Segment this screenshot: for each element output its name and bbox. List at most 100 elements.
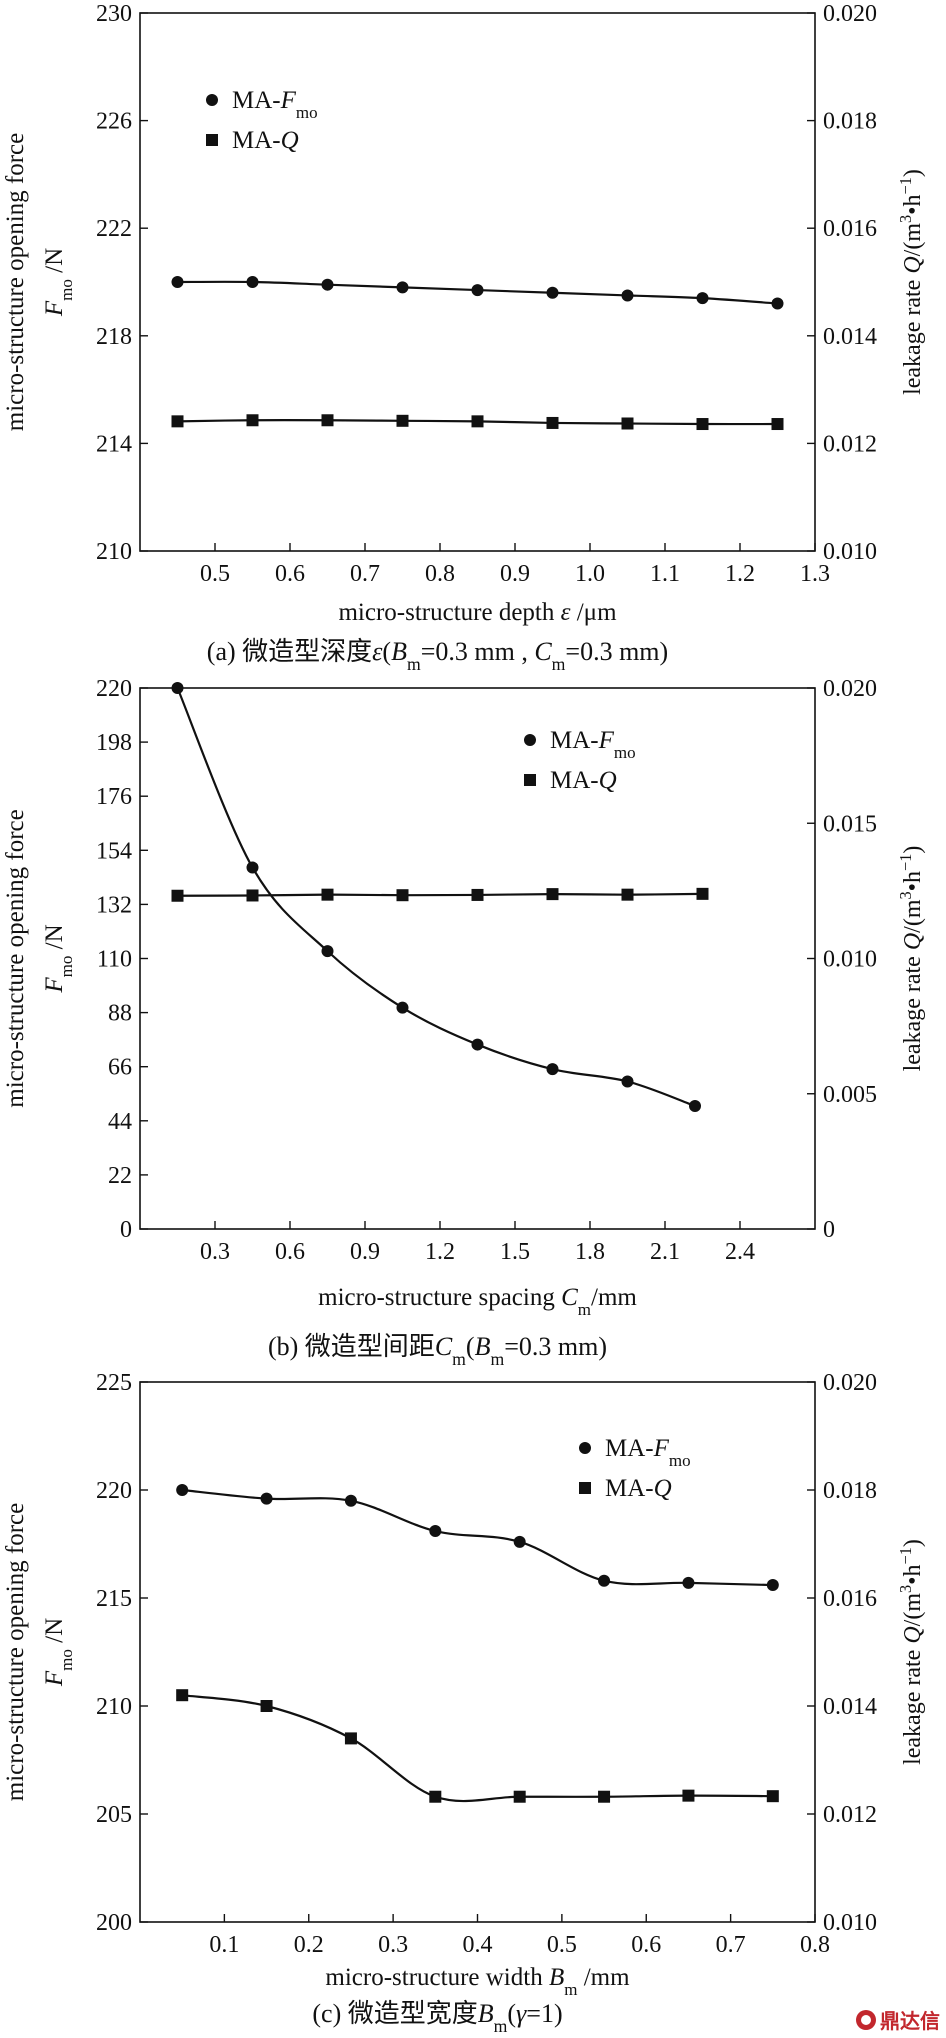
x-tick-label: 2.1 (650, 1239, 680, 1265)
data-point-q (176, 1689, 189, 1702)
x-tick-label: 0.7 (350, 561, 380, 587)
y-right-tick-label: 0.016 (823, 216, 877, 242)
y-right-axis-label: leakage rate Q/(m3•h−1) (896, 846, 927, 1072)
legend-label-fmo: MA-Fmo (605, 1435, 691, 1470)
y-left-tick-label: 22 (108, 1163, 132, 1189)
x-tick-label: 0.1 (209, 1932, 239, 1958)
x-tick-label: 1.2 (425, 1239, 455, 1265)
data-point-q (513, 1790, 526, 1803)
y-left-tick-label: 0 (120, 1217, 132, 1243)
data-point-fmo (471, 1038, 484, 1051)
y-left-tick-label: 210 (96, 1694, 132, 1720)
y-right-tick-label: 0.012 (823, 1802, 877, 1828)
legend-label-fmo: MA-Fmo (550, 727, 636, 762)
y-left-tick-label: 205 (96, 1802, 132, 1828)
data-point-fmo (246, 861, 259, 874)
y-right-tick-label: 0.018 (823, 109, 877, 135)
legend-label-q: MA-Q (550, 767, 617, 794)
data-point-fmo (696, 292, 709, 305)
y-left-tick-label: 176 (96, 784, 132, 810)
legend-label-fmo: MA-Fmo (232, 87, 318, 122)
data-point-fmo (321, 945, 334, 958)
plot-frame (139, 687, 816, 1230)
y-left-tick-label: 220 (96, 676, 132, 702)
data-point-fmo (321, 278, 334, 291)
data-point-fmo (598, 1574, 611, 1587)
panel-caption: (c) 微造型宽度Bm(γ=1) (312, 1999, 562, 2036)
data-point-q (471, 415, 484, 428)
chart-panel-3: 0.1 0.2 0.3 0.4 0.5 0.6 0.7 0.8 200 205 210 215 220 2… (2, 1370, 926, 2036)
data-point-q (598, 1790, 611, 1803)
data-point-q (344, 1732, 357, 1745)
legend: MA-Fmo MA-Q (579, 1435, 691, 1502)
y-left-tick-label: 226 (96, 109, 132, 135)
x-tick-label: 2.4 (725, 1239, 755, 1265)
y-left-axis-label-line2: Fmo /N (41, 1618, 76, 1687)
y-left-axis-label-line1: micro-structure opening force (2, 1503, 29, 1802)
data-point-fmo (766, 1579, 779, 1592)
watermark: 鼎达信 (856, 2005, 940, 2034)
y-left-tick-label: 66 (108, 1055, 132, 1081)
data-point-fmo (546, 286, 559, 299)
y-right-axis-label: leakage rate Q/(m3•h−1) (896, 1539, 927, 1765)
x-tick-label: 0.6 (275, 1239, 305, 1265)
y-right-tick-label: 0.012 (823, 431, 877, 457)
legend-marker-fmo (579, 1442, 591, 1454)
y-left-tick-label: 88 (108, 1001, 132, 1027)
y-right-tick-label: 0.016 (823, 1586, 877, 1612)
panel-caption: (b) 微造型间距Cm(Bm=0.3 mm) (268, 1332, 607, 1369)
data-point-q (396, 889, 409, 902)
x-tick-label: 0.3 (200, 1239, 230, 1265)
y-right-tick-label: 0.014 (823, 1694, 877, 1720)
legend-marker-q (524, 774, 536, 786)
y-right-tick-label: 0.020 (823, 1370, 877, 1396)
y-left-tick-label: 225 (96, 1370, 132, 1396)
y-left-tick-label: 110 (97, 947, 132, 973)
legend-label-q: MA-Q (605, 1475, 672, 1502)
x-tick-label: 0.9 (500, 561, 530, 587)
y-left-tick-label: 222 (96, 216, 132, 242)
data-point-fmo (396, 281, 409, 294)
data-point-q (621, 417, 634, 430)
data-point-q (471, 888, 484, 901)
y-right-tick-label: 0.010 (823, 539, 877, 565)
y-left-tick-label: 230 (96, 1, 132, 27)
x-axis-label: micro-structure width Bm /mm (325, 1964, 630, 1999)
x-tick-label: 0.8 (800, 1932, 830, 1958)
y-left-tick-label: 154 (96, 838, 132, 864)
legend: MA-Fmo MA-Q (524, 727, 636, 794)
y-right-tick-label: 0.018 (823, 1478, 877, 1504)
x-tick-label: 0.8 (425, 561, 455, 587)
data-point-q (171, 415, 184, 428)
data-point-fmo (513, 1535, 526, 1548)
x-tick-label: 0.5 (547, 1932, 577, 1958)
legend-marker-q (579, 1482, 591, 1494)
x-tick-label: 1.2 (725, 561, 755, 587)
data-point-fmo (429, 1525, 442, 1538)
x-tick-label: 1.1 (650, 561, 680, 587)
y-right-axis-label: leakage rate Q/(m3•h−1) (896, 169, 927, 395)
data-point-q (771, 418, 784, 431)
y-right-tick-label: 0.010 (823, 947, 877, 973)
data-point-fmo (621, 289, 634, 302)
data-point-q (429, 1790, 442, 1803)
data-point-fmo (682, 1576, 695, 1589)
y-right-tick-label: 0.020 (823, 676, 877, 702)
legend-marker-fmo (206, 94, 218, 106)
series-line-fmo (176, 687, 696, 1108)
data-point-fmo (689, 1100, 701, 1113)
data-point-q (260, 1700, 273, 1712)
x-axis-label: micro-structure spacing Cm/mm (318, 1284, 637, 1319)
y-left-tick-label: 44 (108, 1109, 132, 1135)
x-tick-label: 1.0 (575, 561, 605, 587)
data-point-fmo (471, 284, 484, 297)
data-point-fmo (621, 1075, 634, 1088)
y-right-tick-label: 0.015 (823, 811, 877, 837)
legend-label-q: MA-Q (232, 127, 299, 154)
data-point-q (696, 418, 709, 431)
data-point-fmo (246, 276, 259, 288)
x-tick-label: 1.8 (575, 1239, 605, 1265)
watermark-text: 鼎达信 (880, 2009, 940, 2033)
y-left-axis-label-line2: Fmo /N (41, 248, 76, 317)
